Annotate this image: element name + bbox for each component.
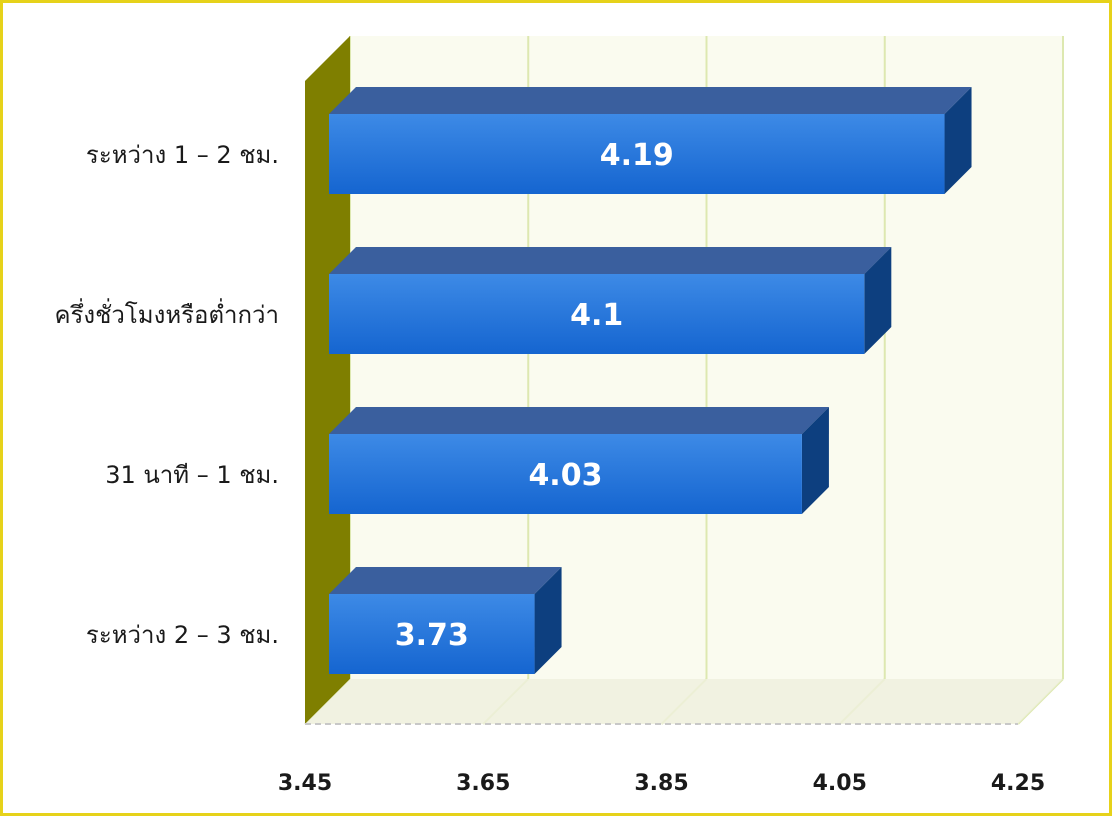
tick-label-4: 4.25 bbox=[991, 771, 1045, 796]
data-label-2: 4.03 bbox=[528, 458, 602, 493]
bar-side-0 bbox=[944, 87, 972, 194]
bar-side-2 bbox=[801, 407, 829, 514]
bar-side-1 bbox=[864, 247, 892, 354]
bar-1: 4.1 bbox=[329, 247, 892, 354]
data-label-0: 4.19 bbox=[600, 138, 674, 173]
category-label-1: ครึ่งชั่วโมงหรือต่ำกว่า bbox=[54, 298, 279, 329]
category-label-0: ระหว่าง 1 – 2 ชม. bbox=[86, 141, 279, 169]
bar-top-2 bbox=[329, 407, 829, 434]
tick-label-3: 4.05 bbox=[813, 771, 867, 796]
bar-top-0 bbox=[329, 87, 972, 114]
bar-top-1 bbox=[329, 247, 892, 274]
category-labels: ระหว่าง 1 – 2 ชม. ครึ่งชั่วโมงหรือต่ำกว่า… bbox=[54, 141, 279, 649]
x-axis-tick-labels: 3.45 3.65 3.85 4.05 4.25 bbox=[278, 771, 1045, 796]
data-label-3: 3.73 bbox=[395, 618, 469, 653]
bar-front-2 bbox=[329, 434, 802, 514]
bar-side-3 bbox=[534, 567, 562, 674]
category-label-2: 31 นาที – 1 ชม. bbox=[105, 461, 279, 489]
tick-label-2: 3.85 bbox=[634, 771, 688, 796]
bar-front-1 bbox=[329, 274, 865, 354]
tick-label-0: 3.45 bbox=[278, 771, 332, 796]
bar-front-0 bbox=[329, 114, 945, 194]
chart-floor bbox=[305, 679, 1063, 724]
bars: 4.19 4.1 4.03 3.73 bbox=[329, 87, 972, 674]
bar-chart: 4.19 4.1 4.03 3.73 ระหว่าง 1 – 2 ชม. ครึ่งชั… bbox=[54, 36, 1064, 796]
bar-2: 4.03 bbox=[329, 407, 829, 514]
data-label-1: 4.1 bbox=[570, 298, 623, 333]
category-label-3: ระหว่าง 2 – 3 ชม. bbox=[86, 621, 279, 649]
bar-3: 3.73 bbox=[329, 567, 562, 674]
chart-left-wall bbox=[305, 36, 350, 724]
bar-0: 4.19 bbox=[329, 87, 972, 194]
bar-front-3 bbox=[329, 594, 535, 674]
bar-top-3 bbox=[329, 567, 562, 594]
tick-label-1: 3.65 bbox=[456, 771, 510, 796]
